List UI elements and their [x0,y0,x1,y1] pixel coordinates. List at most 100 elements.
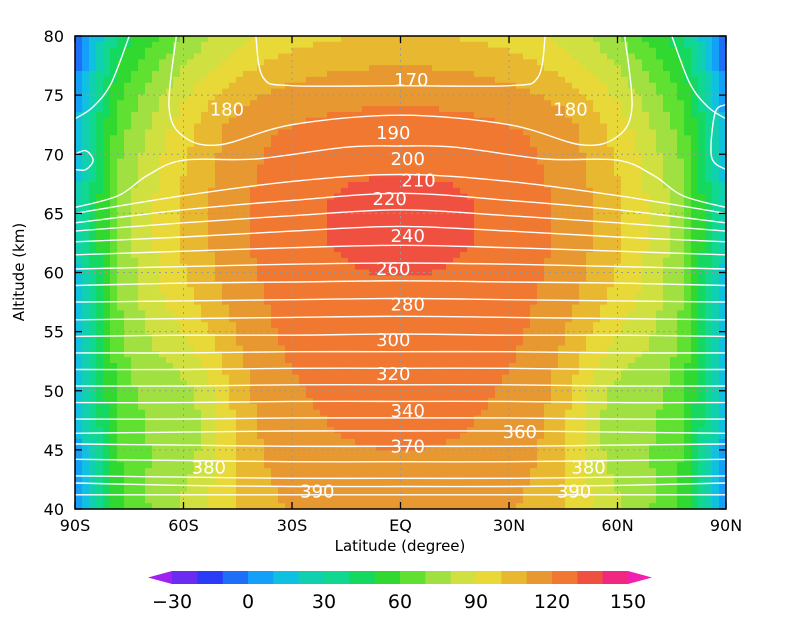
field-cell [180,240,188,247]
field-cell [712,106,720,113]
field-cell [628,135,636,142]
field-cell [243,181,251,189]
field-cell [446,211,454,218]
field-cell [642,228,650,236]
field-cell [558,292,566,300]
field-cell [369,53,377,60]
field-cell [530,76,538,84]
field-cell [355,217,363,224]
field-cell [306,129,314,136]
field-cell [593,158,601,166]
field-cell [474,170,482,177]
field-cell [474,187,482,195]
field-cell [369,287,377,294]
field-cell [201,339,209,347]
field-cell [236,211,244,218]
field-cell [166,217,174,224]
field-cell [537,263,545,271]
field-cell [117,65,125,72]
field-cell [313,135,321,142]
field-cell [152,47,160,55]
field-cell [131,88,139,95]
field-cell [439,211,447,218]
field-cell [215,193,223,201]
field-cell [285,170,293,177]
field-cell [264,65,272,72]
field-cell [383,36,391,43]
field-cell [187,129,195,136]
field-cell [257,205,265,212]
field-cell [355,53,363,60]
field-cell [656,158,664,166]
field-cell [313,47,321,55]
field-cell [152,53,160,60]
field-cell [159,228,167,236]
field-cell [89,59,97,66]
field-cell [159,170,167,177]
field-cell [250,59,258,66]
field-cell [306,275,314,282]
field-cell [642,205,650,212]
field-cell [621,123,629,131]
field-cell [516,53,524,60]
field-cell [285,211,293,218]
field-cell [278,222,286,230]
field-cell [383,53,391,60]
field-cell [264,158,272,166]
field-cell [635,65,643,72]
field-cell [96,181,104,189]
field-cell [397,240,405,247]
field-cell [201,304,209,312]
field-cell [369,135,377,142]
field-cell [621,287,629,294]
field-cell [362,88,370,95]
field-cell [397,263,405,271]
field-cell [586,222,594,230]
field-cell [222,211,230,218]
field-cell [481,333,489,341]
field-cell [222,100,230,107]
field-cell [502,152,510,160]
field-cell [411,211,419,218]
field-cell [530,263,538,271]
field-cell [502,47,510,55]
field-cell [621,304,629,312]
field-cell [509,123,517,131]
field-cell [390,71,398,78]
field-cell [229,298,237,306]
field-cell [131,152,139,160]
field-cell [523,222,531,230]
field-cell [194,275,202,282]
field-cell [474,65,482,72]
field-cell [75,181,83,189]
field-cell [383,327,391,335]
field-cell [229,205,237,212]
field-cell [313,106,321,113]
field-cell [75,199,83,206]
field-cell [208,298,216,306]
field-cell [110,41,118,49]
field-cell [642,53,650,60]
field-cell [257,53,265,60]
field-cell [642,152,650,160]
field-cell [250,106,258,113]
field-cell [243,176,251,183]
field-cell [320,100,328,107]
field-cell [243,292,251,300]
field-cell [257,240,265,247]
field-cell [131,141,139,148]
field-cell [558,65,566,72]
field-cell [495,316,503,323]
field-cell [341,193,349,201]
field-cell [712,135,720,142]
field-cell [586,327,594,335]
field-cell [397,164,405,171]
field-cell [425,65,433,72]
field-cell [509,333,517,341]
field-cell [530,106,538,113]
field-cell [649,339,657,347]
field-cell [453,176,461,183]
field-cell [117,211,125,218]
field-cell [719,281,726,288]
field-cell [446,117,454,125]
